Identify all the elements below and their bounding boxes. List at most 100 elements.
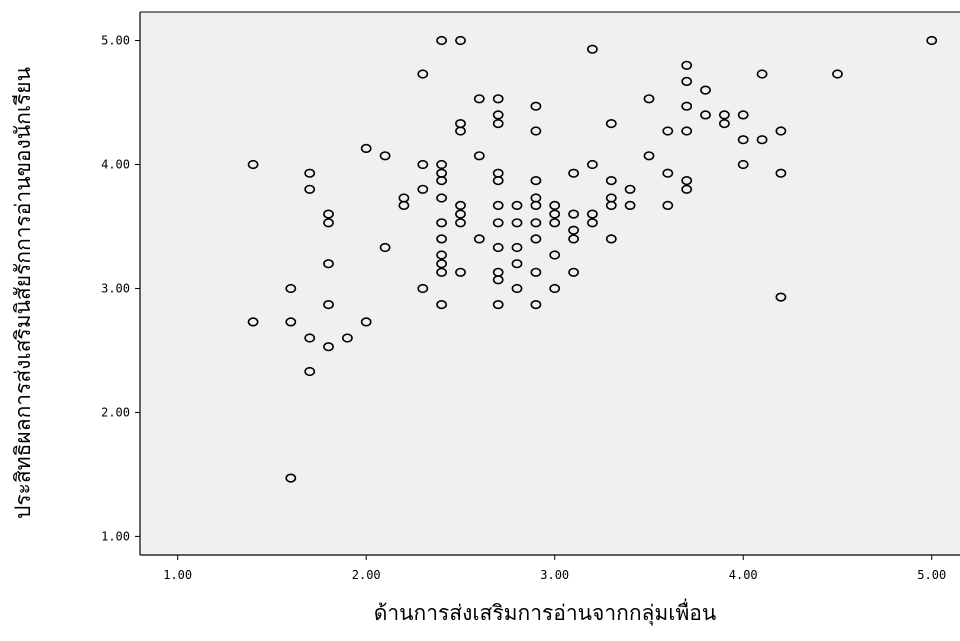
data-point-41 (455, 218, 466, 228)
y-tick-label-4: 5.00 (101, 34, 130, 48)
data-point-9 (323, 209, 334, 219)
data-point-73 (549, 218, 561, 228)
data-point-17 (379, 151, 391, 161)
data-point-57 (511, 200, 523, 210)
data-point-82 (587, 159, 598, 170)
data-point-98 (681, 76, 693, 86)
x-tick-label-2: 3.00 (540, 568, 569, 582)
data-point-44 (473, 151, 485, 161)
data-point-102 (681, 184, 693, 194)
x-axis-title: ด้านการส่งเสริมการอ่านจากกลุ่มเพื่อน (374, 598, 717, 626)
data-point-45 (473, 234, 485, 244)
data-point-114 (775, 292, 787, 302)
data-point-35 (436, 300, 447, 310)
data-point-86 (605, 176, 617, 186)
data-point-115 (832, 69, 843, 79)
data-point-22 (417, 159, 429, 170)
x-ticks: 1.00 2.00 3.00 4.00 5.00 (163, 555, 946, 582)
y-ticks: 1.00 2.00 3.00 4.00 5.00 (101, 34, 140, 543)
x-tick-label-0: 1.00 (163, 568, 192, 582)
data-point-23 (417, 184, 429, 194)
data-point-79 (568, 234, 579, 244)
data-point-78 (568, 225, 579, 235)
data-point-71 (549, 200, 561, 210)
data-point-7 (304, 333, 316, 343)
data-point-12 (323, 300, 334, 310)
data-point-3 (285, 317, 297, 327)
data-point-95 (662, 168, 674, 178)
data-point-24 (417, 283, 429, 294)
data-point-16 (360, 317, 372, 327)
data-point-108 (737, 135, 749, 145)
data-point-61 (511, 283, 523, 294)
y-tick-label-2: 3.00 (101, 281, 130, 295)
data-point-103 (700, 85, 711, 95)
data-point-66 (530, 200, 542, 210)
data-point-36 (455, 35, 466, 46)
data-point-84 (587, 218, 598, 228)
data-point-6 (304, 184, 316, 194)
data-point-33 (436, 259, 447, 269)
data-point-26 (436, 159, 447, 170)
y-tick-label-1: 2.00 (101, 405, 130, 419)
data-point-39 (455, 200, 466, 210)
data-point-105 (719, 110, 730, 120)
data-point-100 (681, 126, 693, 136)
data-point-68 (530, 234, 542, 244)
data-point-90 (624, 184, 636, 194)
data-point-97 (681, 60, 693, 70)
data-point-1 (247, 317, 259, 327)
data-point-15 (360, 143, 372, 153)
data-point-62 (530, 101, 542, 111)
data-point-46 (492, 94, 504, 104)
data-point-75 (549, 283, 561, 294)
x-tick-label-1: 2.00 (352, 568, 381, 582)
data-point-89 (605, 234, 617, 244)
data-point-30 (436, 218, 447, 228)
data-point-107 (737, 110, 749, 120)
data-point-20 (398, 200, 410, 210)
y-axis-title: ประสิทธิผลการส่งเสริมนิสัยรักการอ่านของน… (11, 67, 35, 519)
data-point-69 (530, 267, 542, 277)
data-point-11 (323, 259, 334, 269)
data-point-113 (775, 168, 787, 178)
data-point-101 (681, 176, 693, 186)
data-point-29 (436, 193, 447, 203)
data-point-92 (643, 94, 655, 104)
data-point-96 (662, 200, 674, 210)
data-point-106 (719, 118, 730, 129)
data-point-2 (285, 283, 297, 294)
data-point-64 (530, 176, 542, 186)
data-point-109 (737, 159, 749, 170)
data-point-81 (587, 44, 598, 54)
data-point-53 (492, 242, 504, 253)
data-point-58 (511, 218, 523, 228)
data-point-47 (492, 110, 504, 120)
data-point-112 (775, 126, 787, 136)
data-point-83 (587, 209, 598, 219)
data-point-63 (530, 126, 542, 136)
data-point-93 (643, 151, 655, 161)
data-point-21 (417, 69, 429, 79)
data-point-88 (605, 200, 617, 210)
data-point-77 (568, 209, 579, 219)
data-point-50 (492, 176, 504, 186)
data-point-99 (681, 101, 693, 111)
data-point-13 (323, 342, 334, 352)
points-layer (247, 35, 938, 483)
data-point-51 (492, 200, 504, 210)
data-point-74 (549, 250, 561, 260)
data-point-72 (549, 209, 561, 219)
y-tick-label-0: 1.00 (101, 529, 130, 543)
data-point-8 (304, 366, 316, 377)
data-point-94 (662, 126, 674, 136)
data-point-56 (492, 300, 504, 310)
data-point-59 (511, 242, 523, 253)
data-point-52 (492, 218, 504, 228)
data-point-111 (756, 135, 768, 145)
data-point-31 (436, 234, 447, 244)
data-point-0 (247, 159, 259, 170)
data-point-70 (530, 300, 542, 310)
data-point-80 (568, 267, 579, 277)
